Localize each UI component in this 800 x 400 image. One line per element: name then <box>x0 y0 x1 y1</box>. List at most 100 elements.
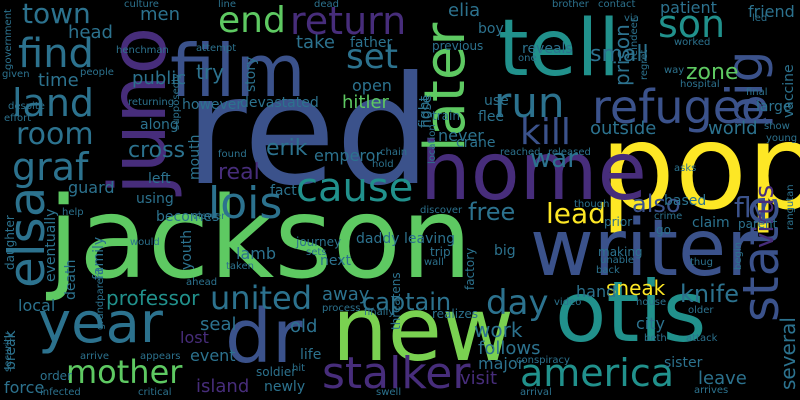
word: reached <box>500 147 541 158</box>
word: arrives <box>694 385 729 396</box>
word: death <box>63 259 79 300</box>
word: final <box>746 87 768 98</box>
word: cross <box>128 138 186 163</box>
word: away <box>322 284 370 305</box>
word: zone <box>686 60 739 85</box>
word: older <box>688 305 714 316</box>
word: realizes <box>432 307 479 321</box>
word: henchman <box>116 45 169 56</box>
word: train <box>432 109 460 123</box>
word: refugee <box>592 80 770 134</box>
word: daddy <box>356 231 400 247</box>
word: erik <box>266 136 308 161</box>
word: land <box>12 81 95 125</box>
word: also <box>632 190 681 218</box>
word: hospital <box>680 79 720 90</box>
word: seal <box>200 314 237 335</box>
word: hand <box>576 282 617 301</box>
word: despite <box>8 101 45 112</box>
word: go <box>656 223 671 237</box>
word: way <box>664 65 685 76</box>
word: taken <box>226 261 254 272</box>
word: would <box>130 237 160 248</box>
word: lead <box>546 197 606 230</box>
word: return <box>290 0 407 43</box>
word: threatens <box>389 272 403 330</box>
word: event <box>190 346 236 365</box>
word: line <box>218 0 237 10</box>
word: patient <box>660 0 717 17</box>
word: led <box>752 13 768 24</box>
word: set <box>346 37 398 77</box>
word: via <box>624 13 639 24</box>
word: video <box>554 297 582 308</box>
word: tell <box>498 4 620 94</box>
word: thug <box>690 257 713 268</box>
word: graf <box>12 145 89 189</box>
word: hit <box>292 363 306 374</box>
word: show <box>764 121 790 132</box>
word: leaving <box>404 231 456 247</box>
word: room <box>16 117 94 152</box>
word: never <box>438 126 484 145</box>
word: kill <box>520 112 571 153</box>
word: knife <box>680 280 739 308</box>
word: world <box>708 118 758 139</box>
word: back <box>596 265 620 276</box>
word: given <box>2 69 30 80</box>
word: home <box>420 125 647 218</box>
word: guard <box>68 178 115 197</box>
word: worked <box>674 37 711 48</box>
word: attack <box>686 333 718 344</box>
word: daughter <box>3 215 17 270</box>
word: along <box>140 117 179 133</box>
word: elia <box>448 0 481 21</box>
word: dead <box>314 0 339 10</box>
word: supposedly <box>171 73 182 130</box>
word: life <box>300 347 322 363</box>
word: chain <box>380 147 408 158</box>
word: writer <box>530 204 759 294</box>
word: city <box>636 314 665 333</box>
word: men <box>140 4 181 25</box>
word: boy <box>478 21 504 37</box>
word: real <box>218 160 260 185</box>
word: infected <box>40 387 81 398</box>
word: finally <box>364 307 395 318</box>
word: stalker <box>322 348 471 399</box>
word: outside <box>590 118 657 139</box>
word: head <box>68 22 113 43</box>
word: beth <box>644 333 667 344</box>
word: mother <box>66 353 183 391</box>
word: small <box>590 42 649 67</box>
word: however <box>182 97 243 113</box>
word: find <box>18 31 94 77</box>
word: government <box>3 9 14 70</box>
word: based <box>664 193 707 209</box>
word: work <box>474 318 523 342</box>
word: location <box>427 124 438 164</box>
word: sets <box>306 247 327 258</box>
word: help <box>62 207 84 218</box>
word: follows <box>478 338 541 359</box>
word: becomes <box>156 209 220 225</box>
word: prior <box>604 215 633 229</box>
word: attempt <box>196 43 237 54</box>
word: run <box>494 78 565 127</box>
word: fact <box>270 183 297 199</box>
word: flee <box>478 109 505 125</box>
word: wall <box>424 257 444 268</box>
word: reveals <box>522 41 573 57</box>
word: next <box>320 253 352 269</box>
word: using <box>136 191 174 207</box>
word: journey <box>296 235 342 249</box>
word: father <box>350 35 393 51</box>
word: making <box>598 245 643 259</box>
word: parent <box>738 217 778 231</box>
word: otis <box>555 263 707 361</box>
word: eventually <box>43 208 59 282</box>
word: new <box>332 278 514 381</box>
word: friend <box>748 2 795 21</box>
word: crane <box>456 135 496 151</box>
